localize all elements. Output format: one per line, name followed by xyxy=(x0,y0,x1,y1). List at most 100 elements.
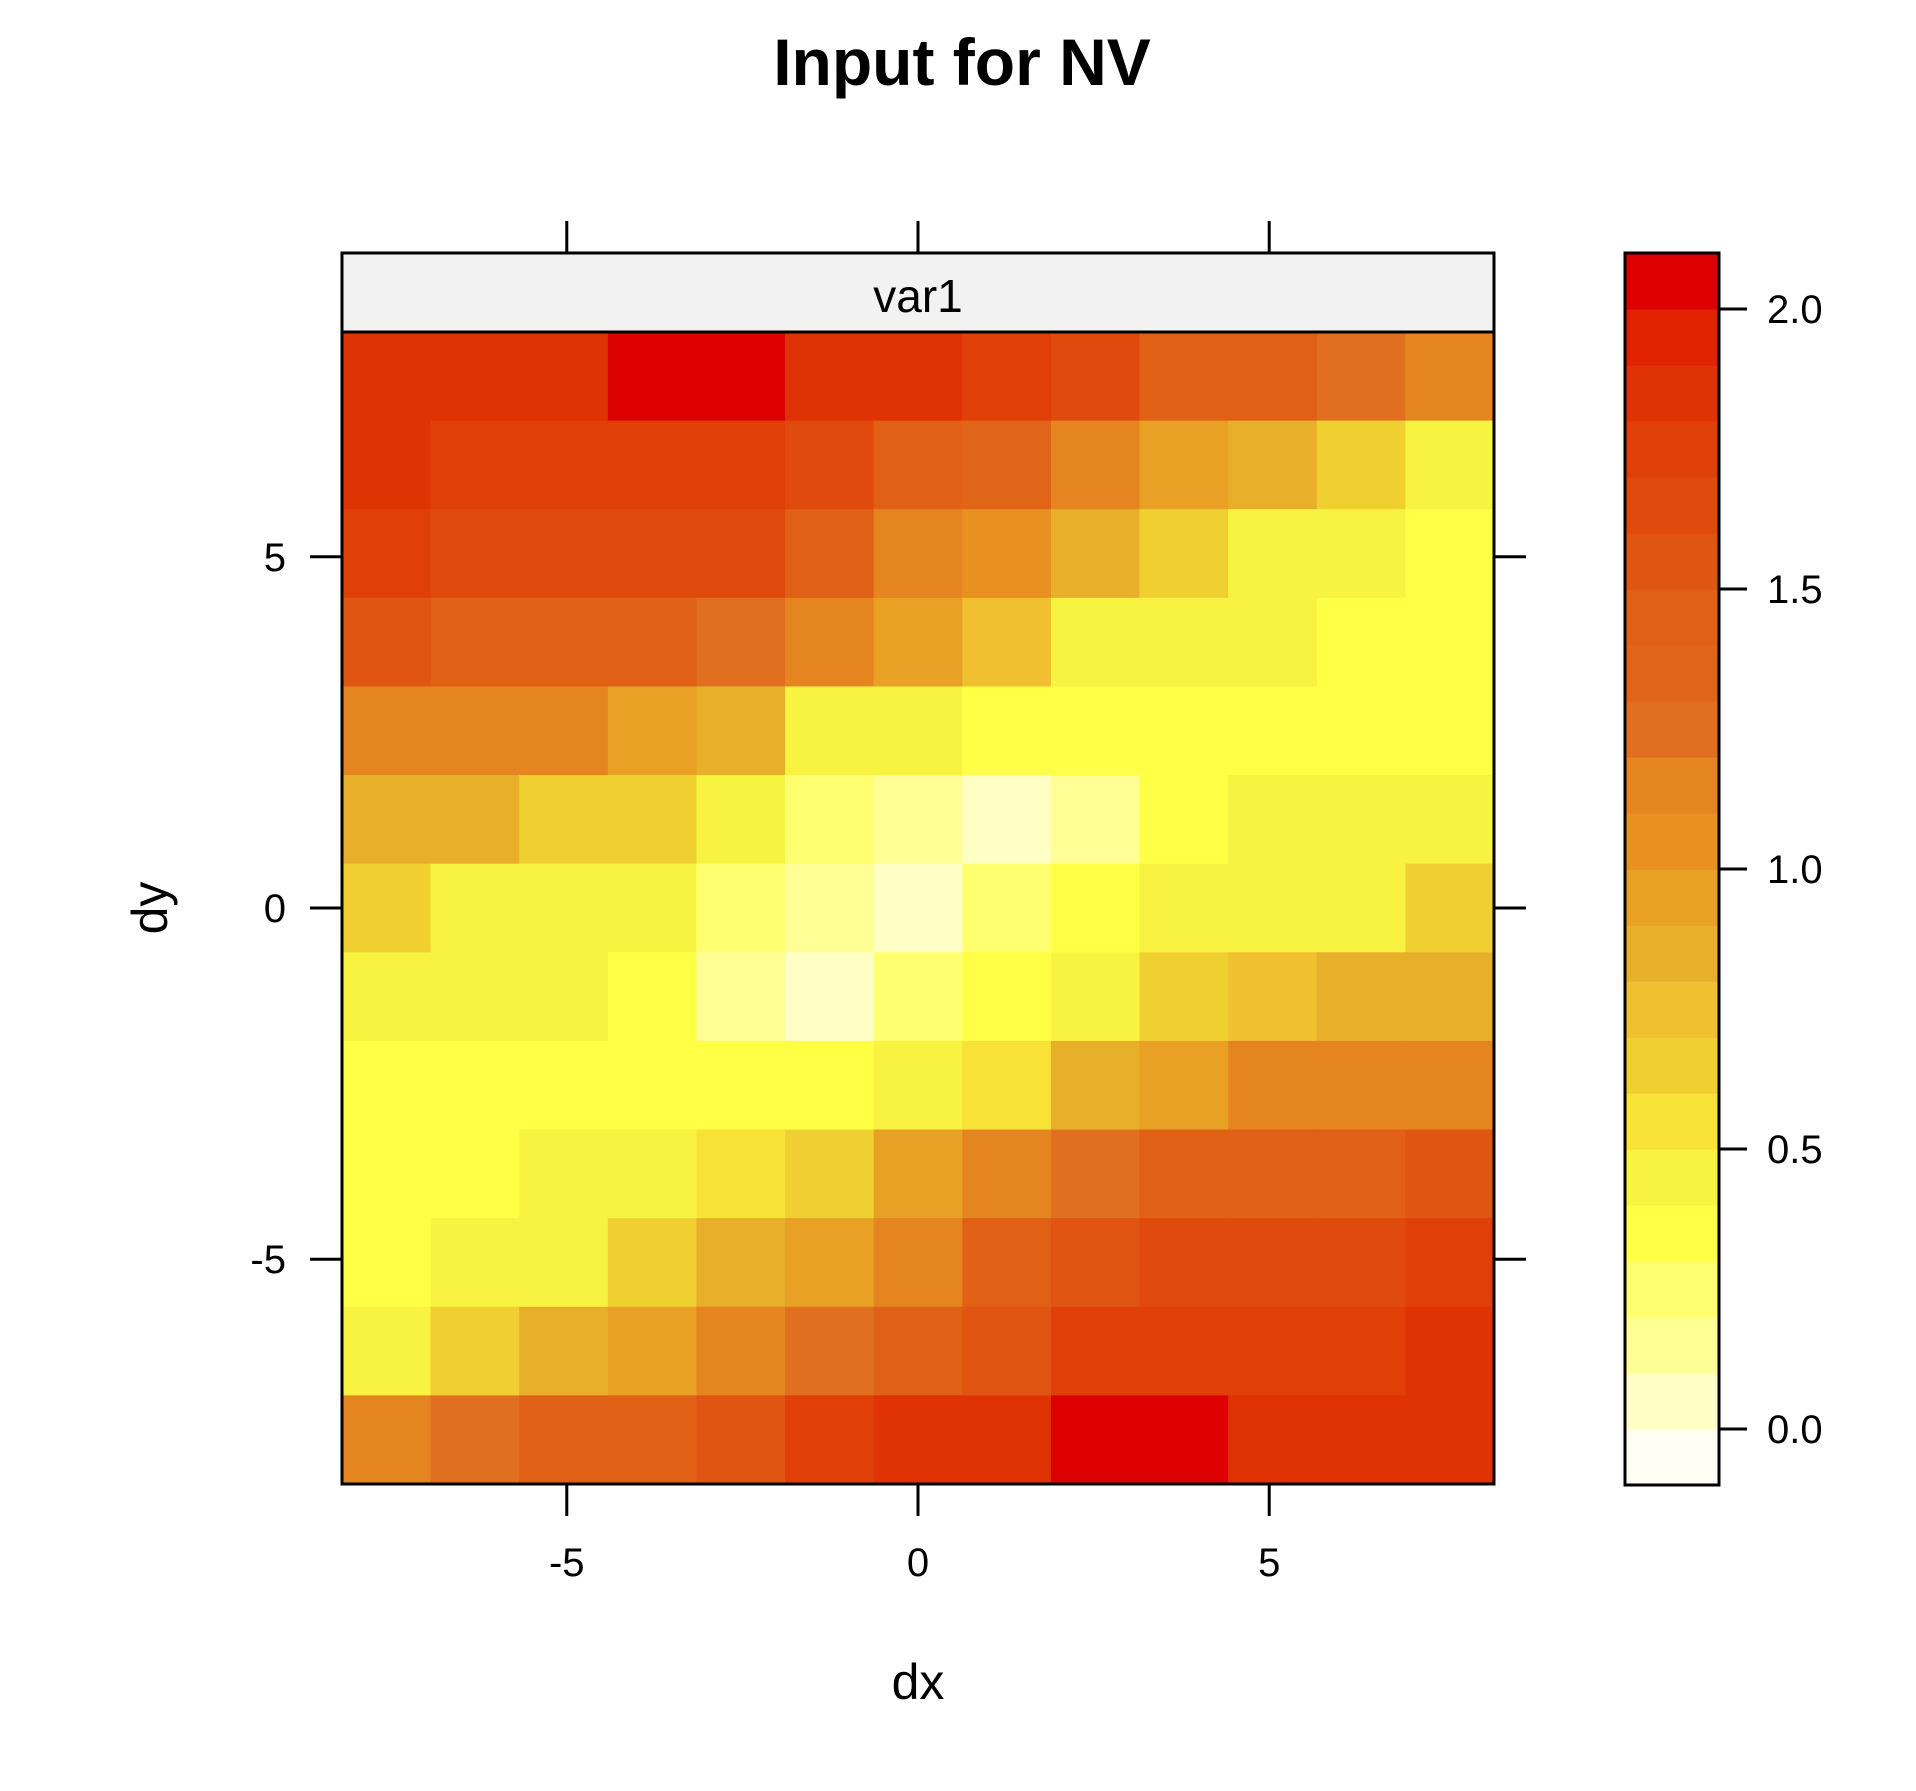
colorbar-segment xyxy=(1625,589,1719,646)
heatmap-cell xyxy=(1316,1129,1406,1219)
heatmap-cell xyxy=(519,1040,609,1131)
heatmap-cell xyxy=(342,952,432,1042)
heatmap-cell xyxy=(1228,332,1318,422)
colorbar-segment xyxy=(1625,309,1719,366)
heatmap-cell xyxy=(430,420,520,510)
x-axis-label: dx xyxy=(892,1654,945,1710)
heatmap-cell xyxy=(1139,1395,1229,1485)
heatmap-cell xyxy=(696,1218,786,1308)
colorbar-segment xyxy=(1625,1261,1719,1318)
heatmap-cell xyxy=(1050,597,1141,688)
heatmap-cell xyxy=(1139,332,1229,422)
heatmap-cell xyxy=(1405,332,1495,422)
colorbar-segment xyxy=(1625,365,1719,422)
heatmap-cell xyxy=(1405,597,1495,688)
heatmap-cell xyxy=(1228,863,1318,953)
heatmap-cell xyxy=(607,1129,698,1219)
heatmap-cell xyxy=(1139,863,1229,953)
heatmap-cell xyxy=(785,1218,875,1308)
heatmap-cell xyxy=(1316,332,1406,422)
heatmap-cell xyxy=(607,1218,698,1308)
y-tick-label: -5 xyxy=(250,1238,286,1282)
heatmap-cell xyxy=(1405,952,1495,1042)
heatmap-cell xyxy=(519,1218,609,1308)
heatmap-cell xyxy=(785,509,875,599)
colorbar-tick-label: 0.0 xyxy=(1767,1408,1823,1452)
heatmap-cell xyxy=(1316,1040,1406,1131)
heatmap-cell xyxy=(696,1129,786,1219)
chart-title: Input for NV xyxy=(773,25,1151,99)
heatmap-cell xyxy=(1228,1306,1318,1396)
heatmap-cell xyxy=(873,863,963,953)
heatmap-cell xyxy=(519,952,609,1042)
heatmap-cell xyxy=(1139,775,1229,865)
colorbar-segment xyxy=(1625,1205,1719,1262)
y-tick-label: 0 xyxy=(264,887,286,931)
heatmap-cell xyxy=(962,1218,1052,1308)
heatmap-cell xyxy=(962,1040,1052,1131)
x-tick-label: -5 xyxy=(549,1541,585,1585)
heatmap-cell xyxy=(1139,1306,1229,1396)
heatmap-cell xyxy=(607,332,698,422)
colorbar xyxy=(1625,253,1719,1486)
heatmap-cell xyxy=(430,1040,520,1131)
heatmap-cell xyxy=(1228,686,1318,776)
heatmap-cell xyxy=(1228,597,1318,688)
panel-strip xyxy=(340,251,1496,334)
heatmap-cell xyxy=(342,1306,432,1396)
heatmap-cell xyxy=(1405,420,1495,510)
colorbar-segment xyxy=(1625,645,1719,702)
heatmap-cell xyxy=(696,597,786,688)
heatmap-cell xyxy=(873,686,963,776)
colorbar-segment xyxy=(1625,1093,1719,1150)
heatmap-cell xyxy=(696,863,786,953)
heatmap-cell xyxy=(785,775,875,865)
heatmap-cell xyxy=(696,420,786,510)
heatmap-cell xyxy=(607,863,698,953)
heatmap-cell xyxy=(607,1040,698,1131)
colorbar-tick-label: 0.5 xyxy=(1767,1128,1823,1172)
heatmap-cell xyxy=(1316,952,1406,1042)
colorbar-segment xyxy=(1625,813,1719,870)
heatmap-cells xyxy=(342,332,1495,1485)
heatmap-cell xyxy=(430,509,520,599)
heatmap-cell xyxy=(785,1306,875,1396)
heatmap-cell xyxy=(1050,1306,1141,1396)
heatmap-cell xyxy=(696,686,786,776)
heatmap-cell xyxy=(785,1395,875,1485)
heatmap-cell xyxy=(1050,775,1141,865)
heatmap-cell xyxy=(1139,952,1229,1042)
heatmap-cell xyxy=(430,686,520,776)
heatmap-cell xyxy=(607,1395,698,1485)
heatmap-cell xyxy=(342,509,432,599)
heatmap-cell xyxy=(1316,775,1406,865)
y-tick-label: 5 xyxy=(264,536,286,580)
colorbar-segment xyxy=(1625,1429,1719,1486)
heatmap-cell xyxy=(785,952,875,1042)
heatmap-cell xyxy=(607,686,698,776)
heatmap-cell xyxy=(873,1395,963,1485)
heatmap-cell xyxy=(873,1306,963,1396)
heatmap-cell xyxy=(873,1129,963,1219)
heatmap-cell xyxy=(1228,1395,1318,1485)
heatmap-cell xyxy=(1050,332,1141,422)
heatmap-cell xyxy=(519,509,609,599)
heatmap-cell xyxy=(1050,952,1141,1042)
heatmap-cell xyxy=(607,1306,698,1396)
heatmap-cell xyxy=(785,332,875,422)
heatmap-cell xyxy=(342,597,432,688)
heatmap-cell xyxy=(342,332,432,422)
heatmap-cell xyxy=(696,1395,786,1485)
heatmap-cell xyxy=(1316,597,1406,688)
heatmap-cell xyxy=(696,332,786,422)
heatmap-cell xyxy=(342,775,432,865)
heatmap-cell xyxy=(873,1040,963,1131)
heatmap-cell xyxy=(962,1306,1052,1396)
colorbar-tick-label: 1.0 xyxy=(1767,848,1823,892)
colorbar-segment xyxy=(1625,1149,1719,1206)
heatmap-cell xyxy=(1050,420,1141,510)
heatmap-cell xyxy=(519,1306,609,1396)
heatmap-cell xyxy=(1139,1040,1229,1131)
heatmap-cell xyxy=(785,863,875,953)
heatmap-cell xyxy=(1050,1129,1141,1219)
